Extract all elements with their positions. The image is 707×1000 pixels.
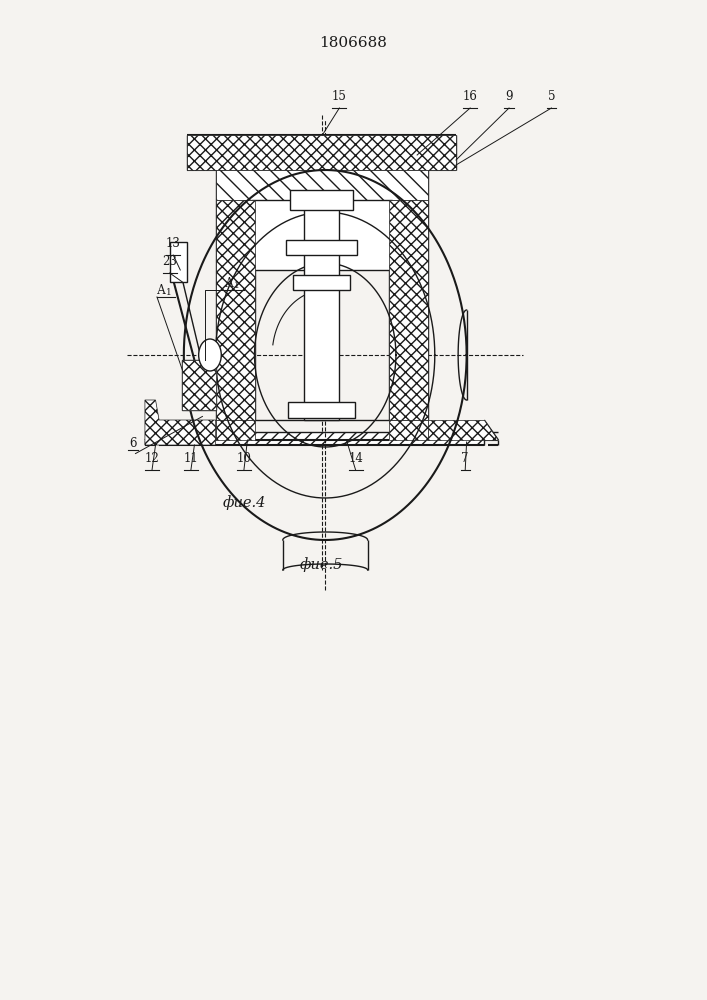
Text: 15: 15 bbox=[332, 90, 347, 103]
Text: фие.5: фие.5 bbox=[300, 558, 344, 572]
Text: 1: 1 bbox=[234, 281, 240, 290]
Text: 14: 14 bbox=[348, 452, 363, 465]
Text: А: А bbox=[225, 277, 234, 290]
Text: 16: 16 bbox=[462, 90, 478, 103]
Circle shape bbox=[199, 339, 221, 371]
Polygon shape bbox=[216, 200, 255, 420]
Bar bbox=[251, 200, 392, 270]
Bar bbox=[286, 240, 357, 255]
Text: 6: 6 bbox=[129, 437, 136, 450]
Bar bbox=[182, 360, 216, 410]
Bar bbox=[290, 190, 354, 210]
Polygon shape bbox=[182, 360, 216, 410]
Text: А: А bbox=[157, 284, 166, 297]
Text: 11: 11 bbox=[184, 452, 198, 465]
Polygon shape bbox=[159, 432, 484, 445]
Bar bbox=[304, 200, 339, 420]
Polygon shape bbox=[216, 420, 255, 440]
Bar bbox=[293, 275, 350, 290]
Polygon shape bbox=[428, 420, 498, 440]
Text: 7: 7 bbox=[462, 452, 469, 465]
Text: 10: 10 bbox=[236, 452, 252, 465]
Polygon shape bbox=[389, 420, 428, 440]
Polygon shape bbox=[389, 200, 428, 420]
Bar bbox=[170, 242, 187, 282]
Text: 23: 23 bbox=[162, 255, 177, 268]
Text: 5: 5 bbox=[548, 90, 555, 103]
Polygon shape bbox=[216, 170, 428, 200]
Text: 1806688: 1806688 bbox=[320, 36, 387, 50]
Text: 9: 9 bbox=[506, 90, 513, 103]
Text: 13: 13 bbox=[165, 237, 181, 250]
Bar bbox=[288, 402, 355, 418]
Text: 1: 1 bbox=[166, 288, 172, 297]
Polygon shape bbox=[145, 400, 216, 445]
Text: 12: 12 bbox=[145, 452, 159, 465]
Polygon shape bbox=[145, 420, 216, 440]
Polygon shape bbox=[187, 135, 456, 170]
Text: фие.4: фие.4 bbox=[222, 496, 266, 510]
